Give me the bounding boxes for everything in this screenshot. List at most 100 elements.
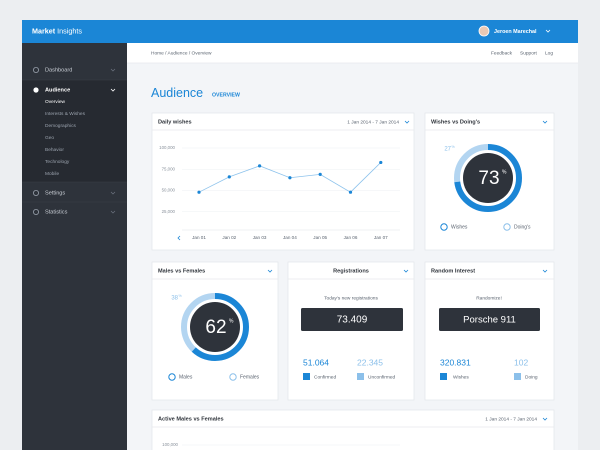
top-bar [22, 20, 578, 43]
x-tick-label: Jan 07 [374, 235, 388, 240]
nav-icon [33, 87, 39, 93]
subnav-item-active[interactable]: Overview [45, 99, 66, 105]
subnav-item[interactable]: Technology [45, 159, 70, 165]
legend-marker [503, 223, 511, 231]
brand: Market Insights [32, 26, 82, 35]
card-title: Active Males vs Females [158, 416, 224, 422]
sidebar-active-group [22, 80, 127, 182]
x-tick-label: Jan 05 [313, 235, 327, 240]
x-tick-label: Jan 06 [344, 235, 358, 240]
card-title: Daily wishes [158, 119, 192, 125]
legend-label: Females [240, 374, 260, 380]
nav-chevron[interactable] [110, 88, 116, 92]
card-chevron[interactable] [542, 417, 548, 421]
card-chevron[interactable] [542, 269, 548, 273]
result-box [439, 308, 540, 331]
donut-arc-primary [181, 293, 249, 361]
legend-label: Wishes [451, 224, 468, 230]
nav-item[interactable]: Dashboard [45, 67, 72, 73]
donut-value: 62 [205, 317, 226, 338]
donut-other: 38 [171, 296, 178, 302]
point [288, 176, 292, 180]
nav-chevron[interactable] [110, 191, 116, 195]
subnav-item[interactable]: Behavior [45, 147, 64, 153]
legend-marker [229, 373, 237, 381]
result-value: Porsche 911 [463, 315, 516, 326]
nav-item-active[interactable]: Audience [45, 87, 70, 93]
x-tick-label: Jan 03 [253, 235, 267, 240]
card-title: Random Interest [431, 268, 475, 274]
brand-bold: Market [32, 26, 56, 35]
subnav-item[interactable]: Demographics [45, 123, 77, 129]
donut-other: 27 [444, 147, 451, 153]
legend-swatch [303, 373, 310, 380]
y-tick-label: 100,000 [162, 442, 178, 447]
legend-swatch [514, 373, 521, 380]
donut-other-unit: % [452, 145, 456, 149]
card-chevron[interactable] [542, 120, 548, 124]
donut-center [190, 302, 240, 352]
card-chevron[interactable] [403, 269, 409, 273]
x-tick-label: Jan 04 [283, 235, 297, 240]
card-title: Wishes vs Doing's [431, 119, 480, 125]
card-title: Registrations [333, 268, 369, 274]
legend-label: Doing [525, 374, 538, 380]
point [197, 190, 201, 194]
donut-value: 73 [478, 168, 499, 189]
legend-swatch [357, 373, 364, 380]
stat-value: 51.064 [303, 357, 329, 367]
point [227, 175, 231, 179]
legend-label: Confirmed [314, 374, 336, 380]
total-value: 73.409 [337, 315, 368, 326]
legend-label: Unconfirmed [368, 374, 396, 380]
user-name[interactable]: Jeroen Marechal [494, 29, 537, 35]
top-link[interactable]: Log [545, 50, 553, 56]
avatar[interactable] [478, 25, 490, 37]
nav-chevron[interactable] [110, 210, 116, 214]
point [379, 160, 383, 165]
point [258, 164, 262, 168]
y-tick-label: 25,000 [162, 209, 176, 214]
nav-icon [33, 189, 40, 196]
total-box [301, 308, 403, 331]
subnav-item[interactable]: Mobile [45, 171, 59, 177]
subnav-item[interactable]: Interests & Wishes [45, 111, 86, 117]
breadcrumb[interactable]: Home / Audience / Overview [151, 50, 212, 56]
card [151, 409, 555, 455]
nav-item[interactable]: Statistics [45, 209, 68, 215]
point [318, 172, 322, 176]
user-chevron[interactable] [545, 29, 551, 33]
page-title: Audience [151, 86, 203, 100]
donut-center [463, 153, 513, 203]
subnav-item[interactable]: Geo [45, 135, 54, 141]
donut-arc-primary [454, 144, 522, 212]
content-topbar [127, 43, 578, 63]
legend-marker [440, 223, 448, 231]
x-tick-label: Jan 01 [192, 235, 206, 240]
caption[interactable]: Randomize! [476, 295, 502, 301]
card-chevron[interactable] [267, 269, 273, 273]
page-subtitle[interactable]: OVERVIEW [212, 92, 240, 98]
nav-icon [33, 208, 40, 215]
top-link[interactable]: Feedback [491, 50, 513, 56]
stat-value: 102 [514, 357, 528, 367]
chart-prev[interactable] [177, 235, 181, 241]
point [348, 190, 353, 194]
caption: Today's new registrations [324, 295, 378, 301]
card-chevron[interactable] [404, 120, 410, 124]
legend-label: Males [179, 374, 193, 380]
y-tick-label: 75,000 [162, 166, 176, 171]
date-range[interactable]: 1 Jan 2014 - 7 Jan 2014 [347, 119, 399, 125]
nav-item[interactable]: Settings [45, 190, 65, 196]
nav-chevron[interactable] [110, 68, 116, 72]
donut-other-unit: % [179, 294, 183, 298]
top-link[interactable]: Support [520, 50, 537, 56]
brand-light: Insights [57, 26, 82, 35]
y-tick-label: 50,000 [162, 188, 176, 193]
date-range[interactable]: 1 Jan 2014 - 7 Jan 2014 [485, 416, 537, 422]
x-tick-label: Jan 02 [222, 235, 236, 240]
stat-value: 320.831 [440, 357, 471, 367]
donut-unit: % [229, 318, 234, 324]
